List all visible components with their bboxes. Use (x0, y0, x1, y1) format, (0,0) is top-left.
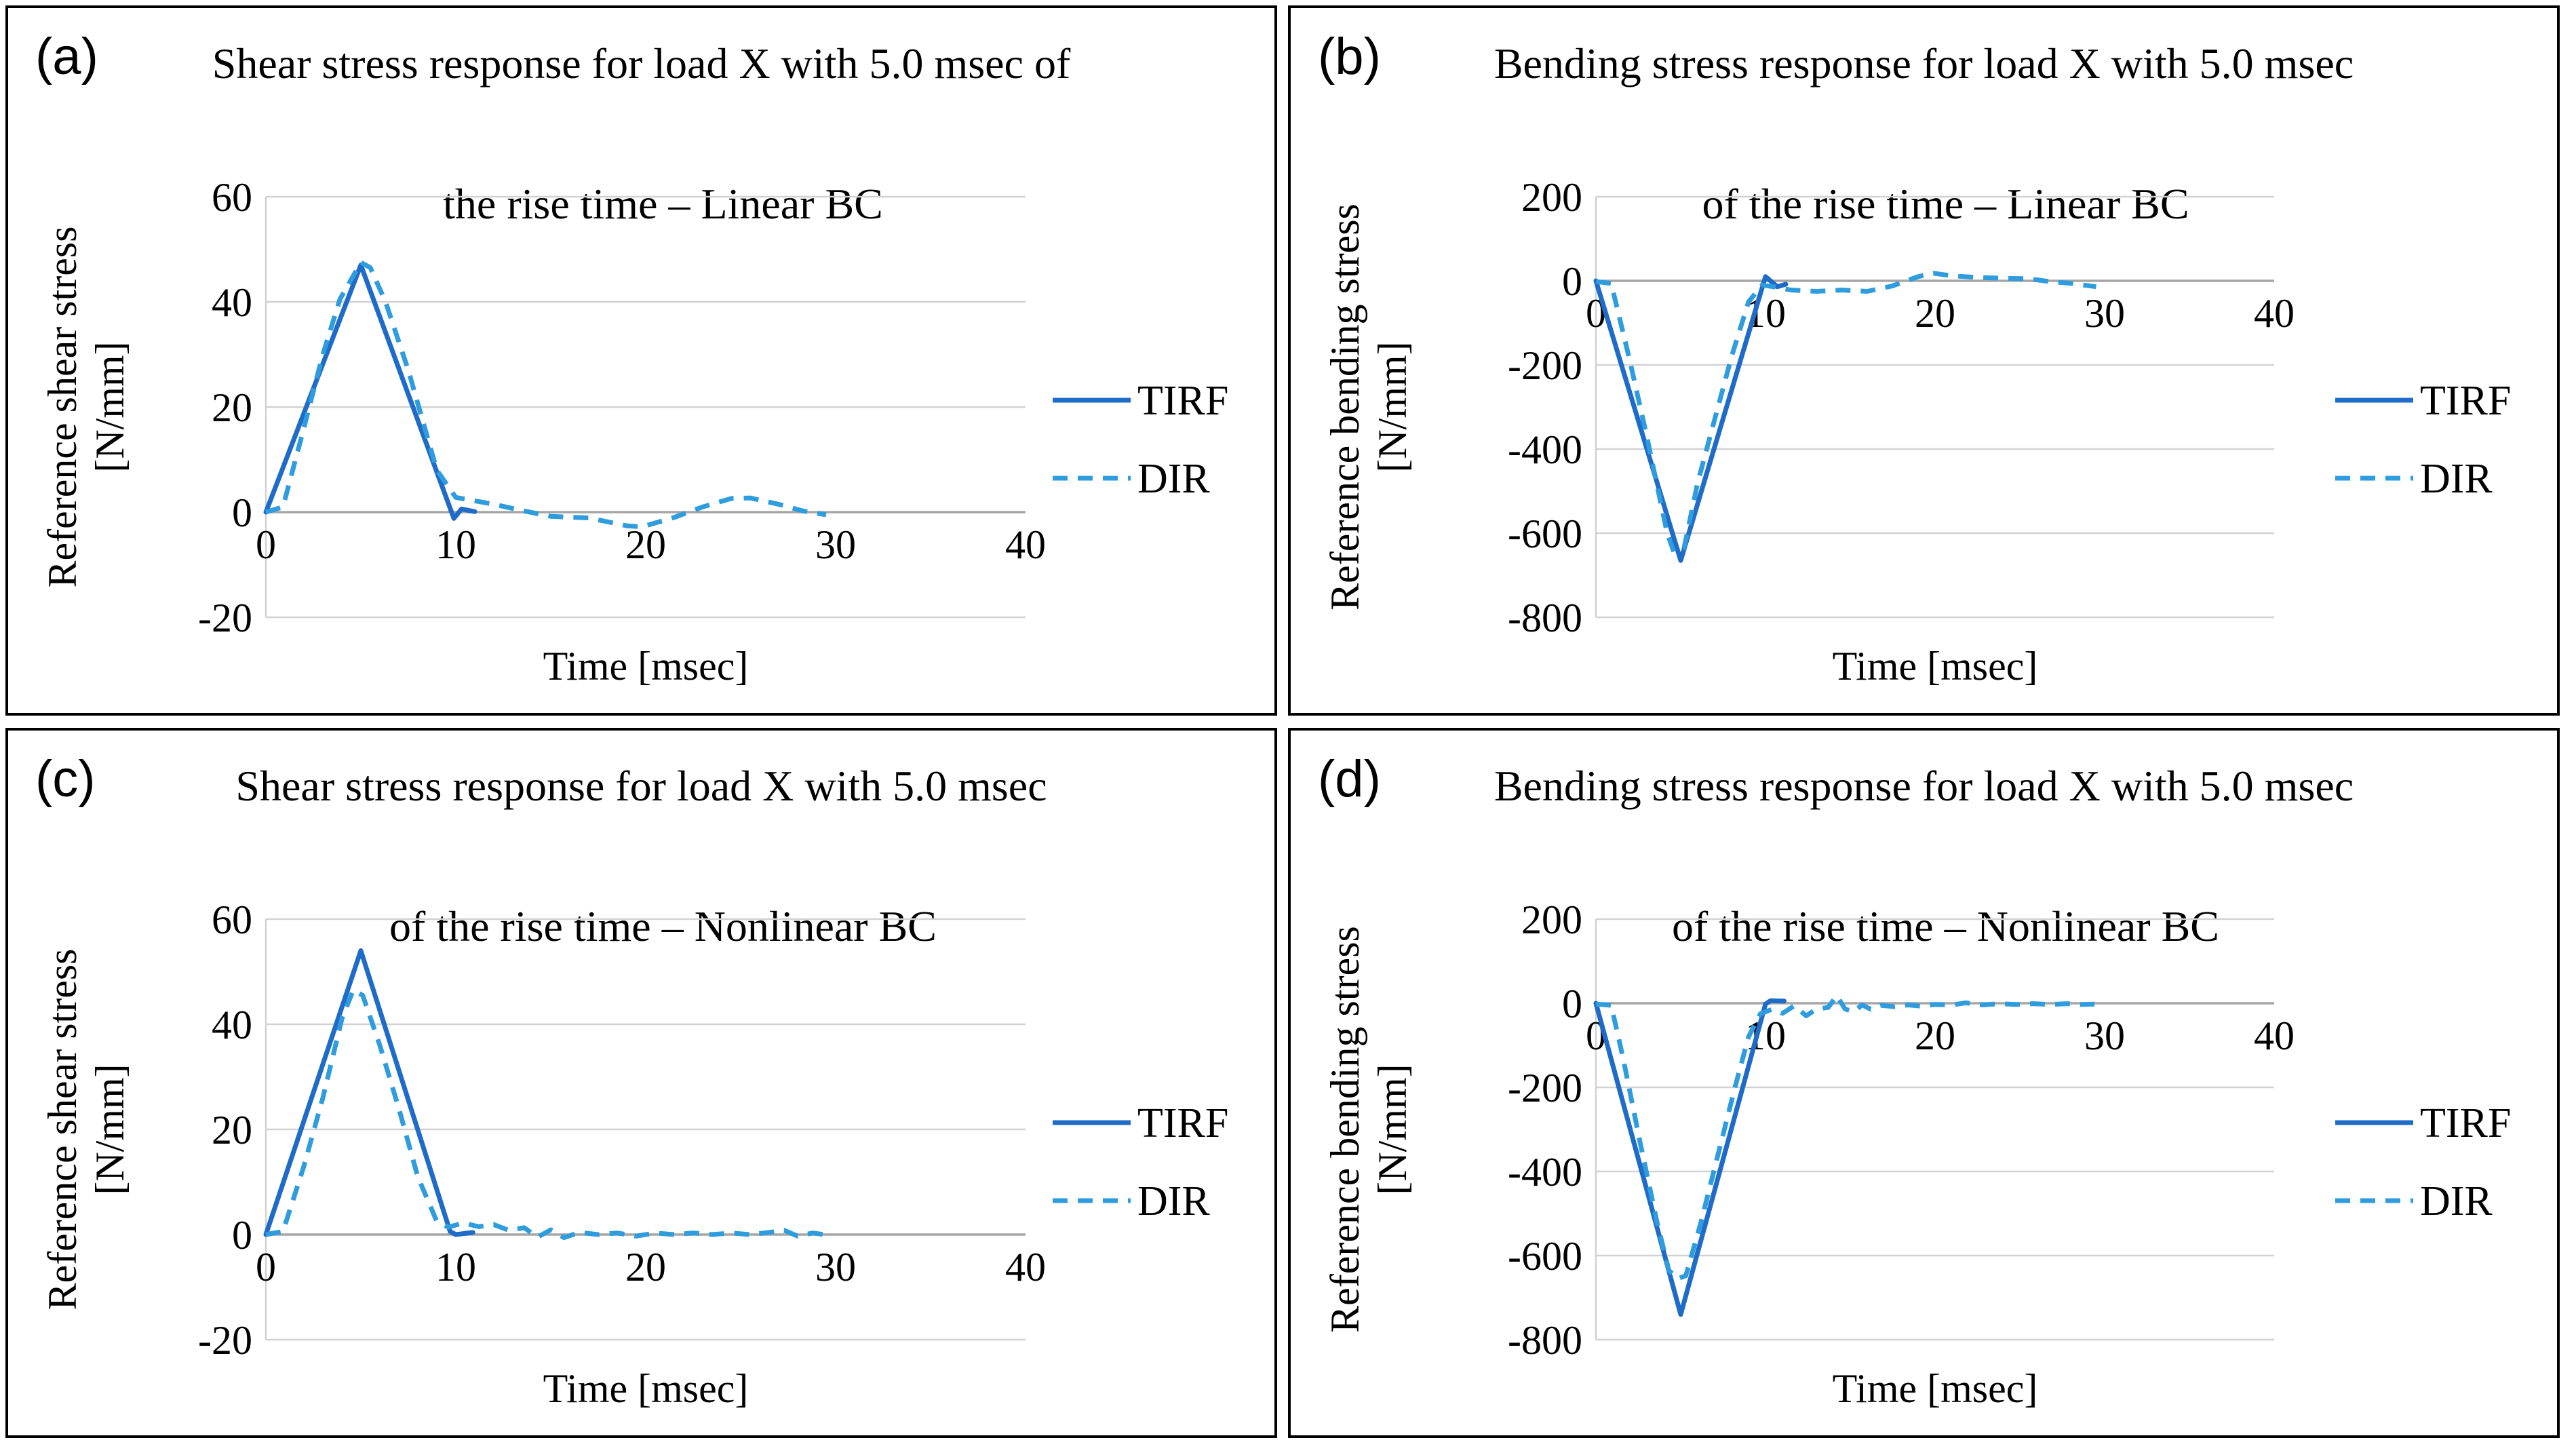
chart-title-a: Shear stress response for load X with 5.… (8, 28, 1274, 239)
x-tick-label: 30 (2084, 1013, 2125, 1058)
panel-letter-c: (c) (35, 750, 96, 808)
panel-c: (c) Shear stress response for load X wit… (5, 728, 1277, 1438)
legend-tirf-label: TIRF (2420, 1100, 2511, 1146)
x-tick-label: 0 (256, 522, 276, 567)
chart-title-b: Bending stress response for load X with … (1291, 28, 2557, 239)
y-tick-label: 20 (212, 1108, 252, 1152)
chart-title-d-line1: Bending stress response for load X with … (1494, 762, 2354, 810)
x-axis-title: Time [msec] (543, 644, 749, 688)
legend-tirf-label: TIRF (1137, 1100, 1228, 1146)
y-tick-label: 40 (212, 280, 252, 325)
x-axis-title: Time [msec] (1833, 1366, 2038, 1411)
y-axis-title-line: Reference shear stress (40, 226, 85, 587)
chart-title-c: Shear stress response for load X with 5.… (8, 751, 1274, 962)
y-axis-title-line: Reference bending stress (1323, 203, 1367, 610)
panel-b: (b) Bending stress response for load X w… (1288, 5, 2560, 716)
dir-series-line (1595, 993, 2095, 1281)
y-axis-title-line: Reference shear stress (40, 948, 85, 1310)
x-tick-label: 40 (1005, 522, 1046, 567)
y-tick-label: -400 (1508, 427, 1582, 472)
x-axis-title: Time [msec] (543, 1366, 749, 1411)
y-axis-title-line: Reference bending stress (1323, 926, 1367, 1333)
y-axis-title-line: [N/mm] (87, 1064, 132, 1195)
x-tick-label: 10 (435, 522, 476, 567)
tirf-series-line (263, 948, 475, 1237)
legend-dir-label: DIR (2420, 456, 2493, 502)
chart-title-b-line1: Bending stress response for load X with … (1494, 39, 2354, 88)
x-tick-label: 40 (2254, 1013, 2295, 1058)
y-tick-label: -800 (1508, 596, 1582, 640)
panel-d: (d) Bending stress response for load X w… (1288, 728, 2560, 1438)
y-tick-label: 200 (1521, 899, 1582, 942)
chart-title-d: Bending stress response for load X with … (1291, 751, 2557, 962)
dir-series-line (1595, 271, 2096, 555)
x-tick-label: 20 (1915, 1013, 1955, 1058)
panel-a: (a) Shear stress response for load X wit… (5, 5, 1277, 716)
x-tick-label: 0 (256, 1245, 276, 1289)
chart-title-a-line1: Shear stress response for load X with 5.… (212, 39, 1071, 88)
tirf-series-line (1593, 998, 1787, 1317)
panel-letter-a: (a) (35, 28, 98, 85)
y-tick-label: -200 (1508, 1066, 1582, 1110)
legend-dir-label: DIR (1137, 1178, 1210, 1224)
y-axis-title-line: [N/mm] (1370, 341, 1415, 472)
legend-dir-label: DIR (2420, 1178, 2493, 1224)
y-tick-label: 0 (232, 1213, 252, 1258)
chart-title-c-line2: of the rise time – Nonlinear BC (389, 902, 937, 951)
y-tick-label: -600 (1508, 511, 1582, 556)
legend-tirf-label: TIRF (2420, 378, 2511, 424)
x-tick-label: 30 (2084, 291, 2125, 336)
x-tick-label: 30 (815, 1245, 856, 1289)
tirf-series-line (263, 263, 477, 521)
x-tick-label: 40 (1005, 1245, 1046, 1289)
legend-dir-label: DIR (1137, 456, 1210, 502)
y-tick-label: 0 (232, 490, 252, 535)
chart-title-d-line2: of the rise time – Nonlinear BC (1672, 902, 2219, 951)
y-tick-label: 60 (212, 176, 252, 220)
panel-letter-d: (d) (1318, 750, 1381, 808)
y-tick-label: -600 (1508, 1234, 1582, 1279)
y-tick-label: 200 (1521, 176, 1582, 220)
chart-title-b-line2: of the rise time – Linear BC (1702, 180, 2189, 229)
x-tick-label: 40 (2254, 291, 2295, 336)
x-tick-label: 20 (625, 1245, 666, 1289)
y-tick-label: 40 (212, 1003, 252, 1047)
x-tick-label: 30 (815, 522, 856, 567)
panel-letter-b: (b) (1318, 28, 1381, 85)
y-axis-title-line: [N/mm] (1370, 1064, 1415, 1195)
y-tick-label: -200 (1508, 343, 1582, 388)
y-tick-label: -800 (1508, 1318, 1582, 1363)
y-tick-label: -20 (198, 1318, 252, 1363)
chart-title-c-line1: Shear stress response for load X with 5.… (235, 762, 1047, 810)
x-axis-title: Time [msec] (1833, 644, 2038, 688)
x-tick-label: 10 (435, 1245, 476, 1289)
y-axis-title-line: [N/mm] (87, 341, 132, 472)
y-tick-label: -20 (198, 596, 252, 640)
x-tick-label: 20 (625, 522, 666, 567)
y-tick-label: -400 (1508, 1150, 1582, 1195)
y-tick-label: 20 (212, 385, 252, 430)
chart-title-a-line2: the rise time – Linear BC (443, 180, 883, 229)
dir-series-line (265, 260, 827, 530)
y-tick-label: 0 (1562, 259, 1582, 304)
y-tick-label: 60 (212, 899, 252, 942)
x-tick-label: 20 (1915, 291, 1955, 336)
dir-series-line (265, 988, 825, 1241)
legend-tirf-label: TIRF (1137, 378, 1228, 424)
y-tick-label: 0 (1562, 982, 1582, 1026)
